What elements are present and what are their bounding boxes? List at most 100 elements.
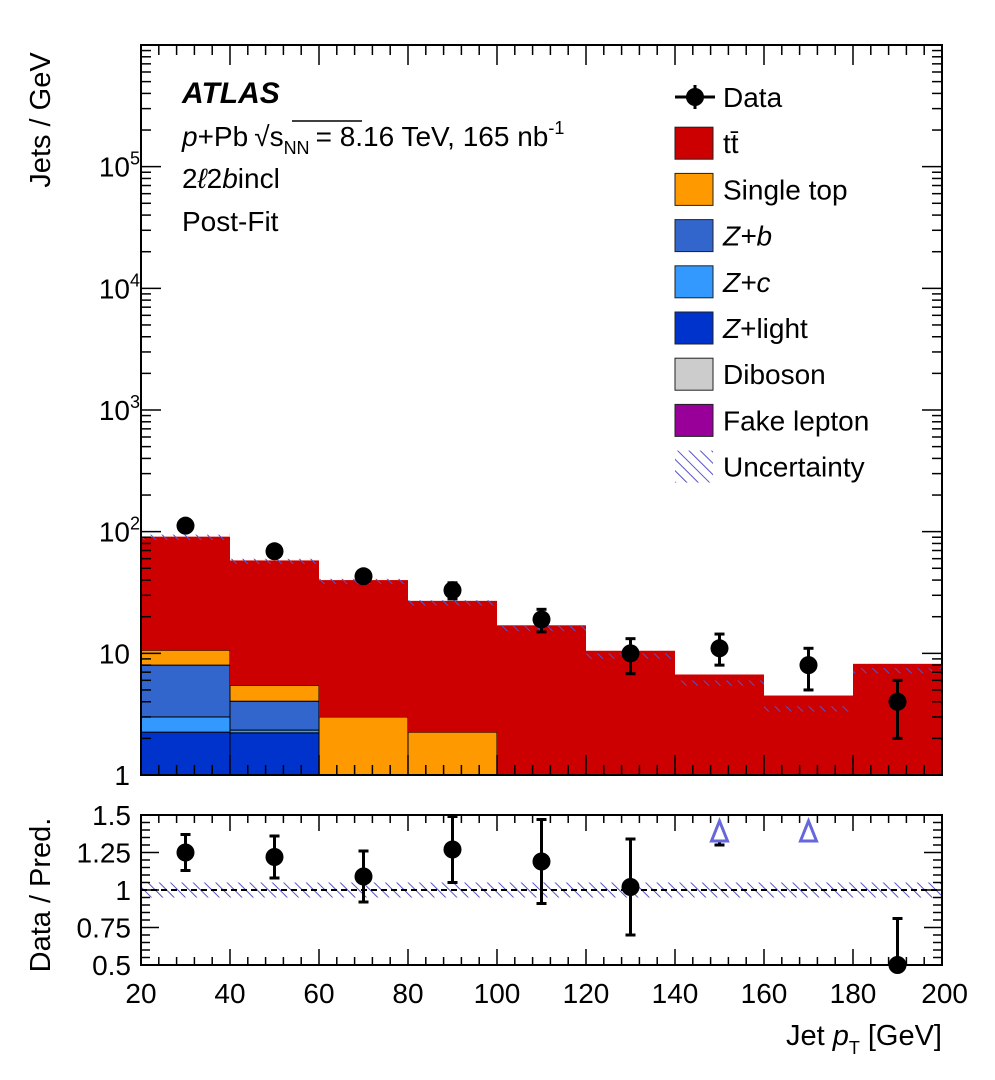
fit-state-label: Post-Fit [182, 206, 279, 237]
bar-ttbar-bin-0 [141, 536, 230, 651]
uncertainty-bin-1 [230, 558, 319, 565]
legend-label-z_c: Z+c [722, 267, 770, 298]
tick-base: 10 [99, 152, 130, 183]
bar-single_top-bin-0 [141, 649, 231, 666]
x-tick-label-9: 200 [921, 978, 968, 1009]
data-point-8 [888, 692, 907, 711]
legend-label-italic: Z [722, 313, 741, 344]
ratio-axis-ticks [140, 814, 943, 966]
legend-swatch-single_top [674, 172, 714, 206]
tick-exponent: 2 [130, 514, 140, 534]
uncertainty-bin-8 [853, 668, 942, 674]
x-axis-label: Jet pT [GeV] [786, 1020, 942, 1058]
legend-data-marker [686, 88, 704, 106]
channel-incl: incl [238, 163, 280, 194]
tick-base: 10 [99, 517, 130, 548]
main-ytick-label-3: 103 [99, 392, 140, 426]
ratio-ytick-label-1: 0.75 [77, 913, 132, 944]
legend-swatch-z_c [674, 265, 714, 299]
ratio-ytick-label-0: 0.5 [92, 950, 131, 981]
collision-rest: +Pb [198, 121, 249, 152]
tick-exponent: 3 [130, 392, 140, 412]
bar-single_top-bin-2 [318, 716, 409, 775]
x-label-jet: Jet [786, 1020, 825, 1052]
legend-label-fake_lepton: Fake lepton [723, 405, 869, 436]
legend-label-diboson: Diboson [723, 359, 826, 390]
data-point-7 [799, 656, 818, 675]
uncertainty-bin-6 [675, 680, 764, 686]
x-tick-label-7: 160 [741, 978, 788, 1009]
ratio-ytick-label-3: 1.25 [77, 838, 132, 869]
ratio-y-axis-label: Data / Pred. [25, 818, 57, 973]
data-point-5 [621, 644, 640, 663]
stack-layer [141, 536, 942, 775]
legend-swatch-ttbar [674, 126, 714, 160]
x-tick-label-2: 60 [303, 978, 334, 1009]
legend-label-rest: +light [740, 313, 808, 344]
ratio-point-2 [354, 867, 373, 886]
legend-label-single_top: Single top [723, 174, 848, 205]
data-point-2 [354, 567, 373, 586]
y-axis-label: Jets / GeV [25, 52, 57, 188]
experiment-label: ATLAS [181, 77, 280, 110]
ratio-point-0 [176, 843, 195, 862]
x-tick-label-6: 140 [652, 978, 699, 1009]
channel-label: 2ℓ2bincl [182, 163, 280, 194]
data-layer [176, 516, 907, 740]
sqrt-sign: √ [254, 121, 270, 152]
legend-swatch-z_b [674, 219, 714, 253]
bar-z_c-bin-0 [141, 716, 231, 733]
bar-ttbar-bin-6 [675, 674, 764, 775]
x-label-unit: [GeV] [868, 1020, 942, 1052]
legend-label-rest: +c [740, 267, 770, 298]
legend-swatch-z_light [674, 311, 714, 345]
legend-swatch-diboson [674, 357, 714, 391]
uncertainty-bin-0 [141, 534, 230, 540]
x-tick-label-4: 100 [474, 978, 521, 1009]
channel-l: ℓ [197, 163, 209, 194]
x-label-sub: T [849, 1038, 860, 1058]
data-point-4 [532, 610, 551, 629]
channel-2b: 2 [207, 163, 223, 194]
bar-ttbar-bin-3 [408, 600, 497, 733]
x-label-p: p [832, 1020, 849, 1052]
bar-ttbar-bin-1 [230, 560, 319, 686]
data-point-0 [176, 516, 195, 535]
ratio-overflow-arrow-1 [798, 816, 819, 843]
bar-z_light-bin-1 [229, 732, 320, 775]
x-tick-label-1: 40 [214, 978, 245, 1009]
ratio-data-layer [176, 815, 907, 974]
collision-p: p [181, 121, 198, 152]
legend-label-italic: Z [722, 267, 741, 298]
data-point-3 [443, 581, 462, 600]
bar-single_top-bin-3 [407, 731, 498, 775]
channel-2: 2 [182, 163, 198, 194]
main-axis-ticks [140, 45, 943, 776]
tick-base: 10 [99, 273, 130, 304]
uncertainty-bin-7 [764, 706, 853, 712]
collision-info: p+Pb √sNN = 8.16 TeV, 165 nb-1 [181, 118, 564, 158]
energy-lumi: = 8.16 TeV, 165 nb [316, 121, 549, 152]
tick-exponent: 4 [130, 270, 140, 290]
tick-exponent: 5 [130, 149, 140, 169]
legend-swatch-fake_lepton [674, 403, 714, 437]
legend-label-z_b: Z+b [722, 221, 772, 252]
data-point-1 [265, 542, 284, 561]
lumi-exponent: -1 [548, 118, 564, 138]
legend-label-italic: Z [722, 221, 741, 252]
bar-z_light-bin-0 [141, 731, 231, 775]
x-tick-label-0: 20 [125, 978, 156, 1009]
main-ytick-label-4: 104 [99, 270, 140, 304]
main-ytick-label-2: 102 [99, 514, 140, 548]
x-tick-labels: 20 40 60 80 100 120 140 160 180 200 [125, 978, 968, 1009]
main-ytick-label-0: 1 [114, 760, 130, 791]
bar-ttbar-bin-2 [319, 580, 408, 717]
legend-label-uncertainty: Uncertainty [723, 452, 865, 483]
bar-z_b-bin-1 [229, 700, 320, 731]
legend-label-data: Data [723, 82, 783, 113]
main-ytick-label-5: 105 [99, 149, 140, 183]
